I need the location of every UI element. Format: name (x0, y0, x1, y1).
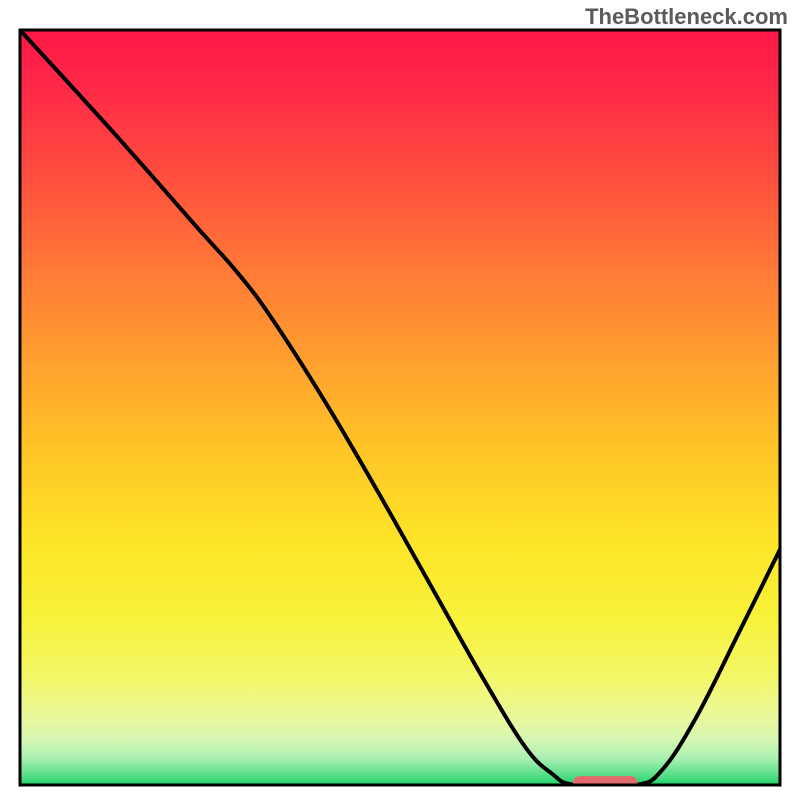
gradient-background (20, 30, 780, 785)
optimal-marker (573, 776, 638, 790)
bottleneck-chart (0, 0, 800, 800)
chart-container: TheBottleneck.com (0, 0, 800, 800)
watermark-text: TheBottleneck.com (585, 4, 788, 30)
